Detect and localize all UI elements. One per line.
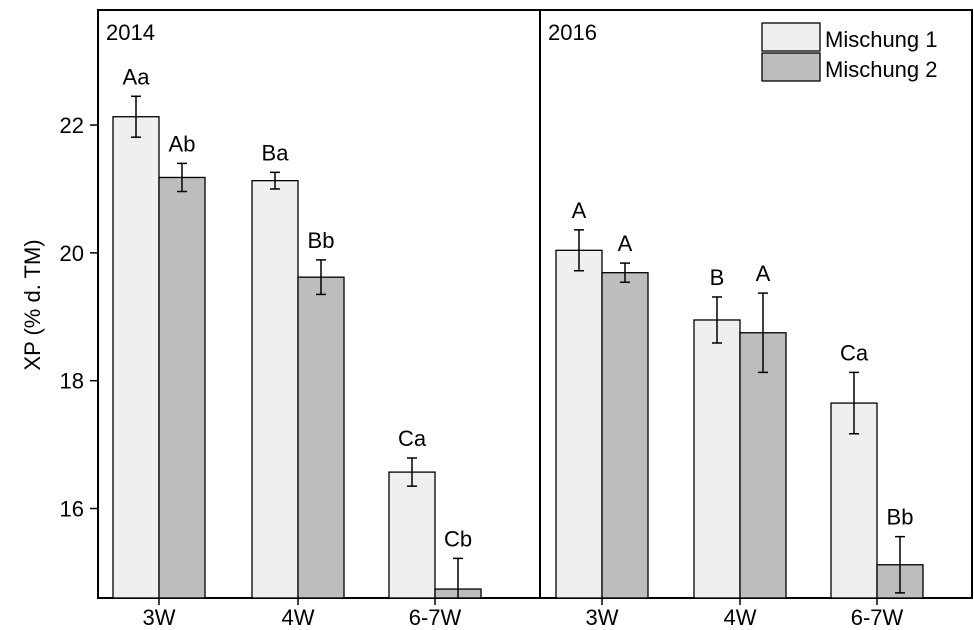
significance-label: Ab [169,131,196,156]
bar-2016-3W-1 [555,249,603,599]
x-tick-label: 4W [724,605,757,630]
significance-label: B [710,265,725,290]
y-axis-label: XP (% d. TM) [20,239,45,370]
x-tick-label: 4W [282,605,315,630]
significance-label: Ca [398,426,427,451]
significance-label: Aa [123,64,151,89]
x-tick-label: 6-7W [851,605,904,630]
bar-2014-6-7W-1 [388,471,436,599]
significance-label: Ca [840,340,869,365]
legend-swatch-1 [761,22,821,52]
panel-label-2016: 2016 [548,20,597,45]
bar-2014-3W-2 [158,176,206,599]
significance-label: A [756,261,771,286]
bar-2014-4W-2 [297,276,345,599]
bar-2016-4W-1 [693,319,741,599]
bar-2016-6-7W-1 [830,402,878,599]
y-tick-label: 16 [60,497,84,522]
y-tick-label: 18 [60,369,84,394]
bar-2016-4W-2 [739,332,787,599]
legend-swatch-2 [761,52,821,82]
significance-label: A [572,198,587,223]
bar-2014-4W-1 [251,179,299,599]
x-tick-label: 3W [143,605,176,630]
bar-2014-3W-1 [112,116,160,599]
significance-label: Cb [444,526,472,551]
plot-frame [97,9,973,599]
significance-label: Bb [308,228,335,253]
significance-label: Ba [262,140,290,165]
significance-label: Bb [887,505,914,530]
y-tick-label: 22 [60,113,84,138]
legend-label-1: Mischung 1 [825,27,938,52]
x-tick-label: 6-7W [409,605,462,630]
y-tick-label: 20 [60,241,84,266]
legend-label-2: Mischung 2 [825,57,938,82]
panel-label-2014: 2014 [106,20,155,45]
x-tick-label: 3W [586,605,619,630]
significance-label: A [618,231,633,256]
bar-2016-3W-2 [601,272,649,599]
